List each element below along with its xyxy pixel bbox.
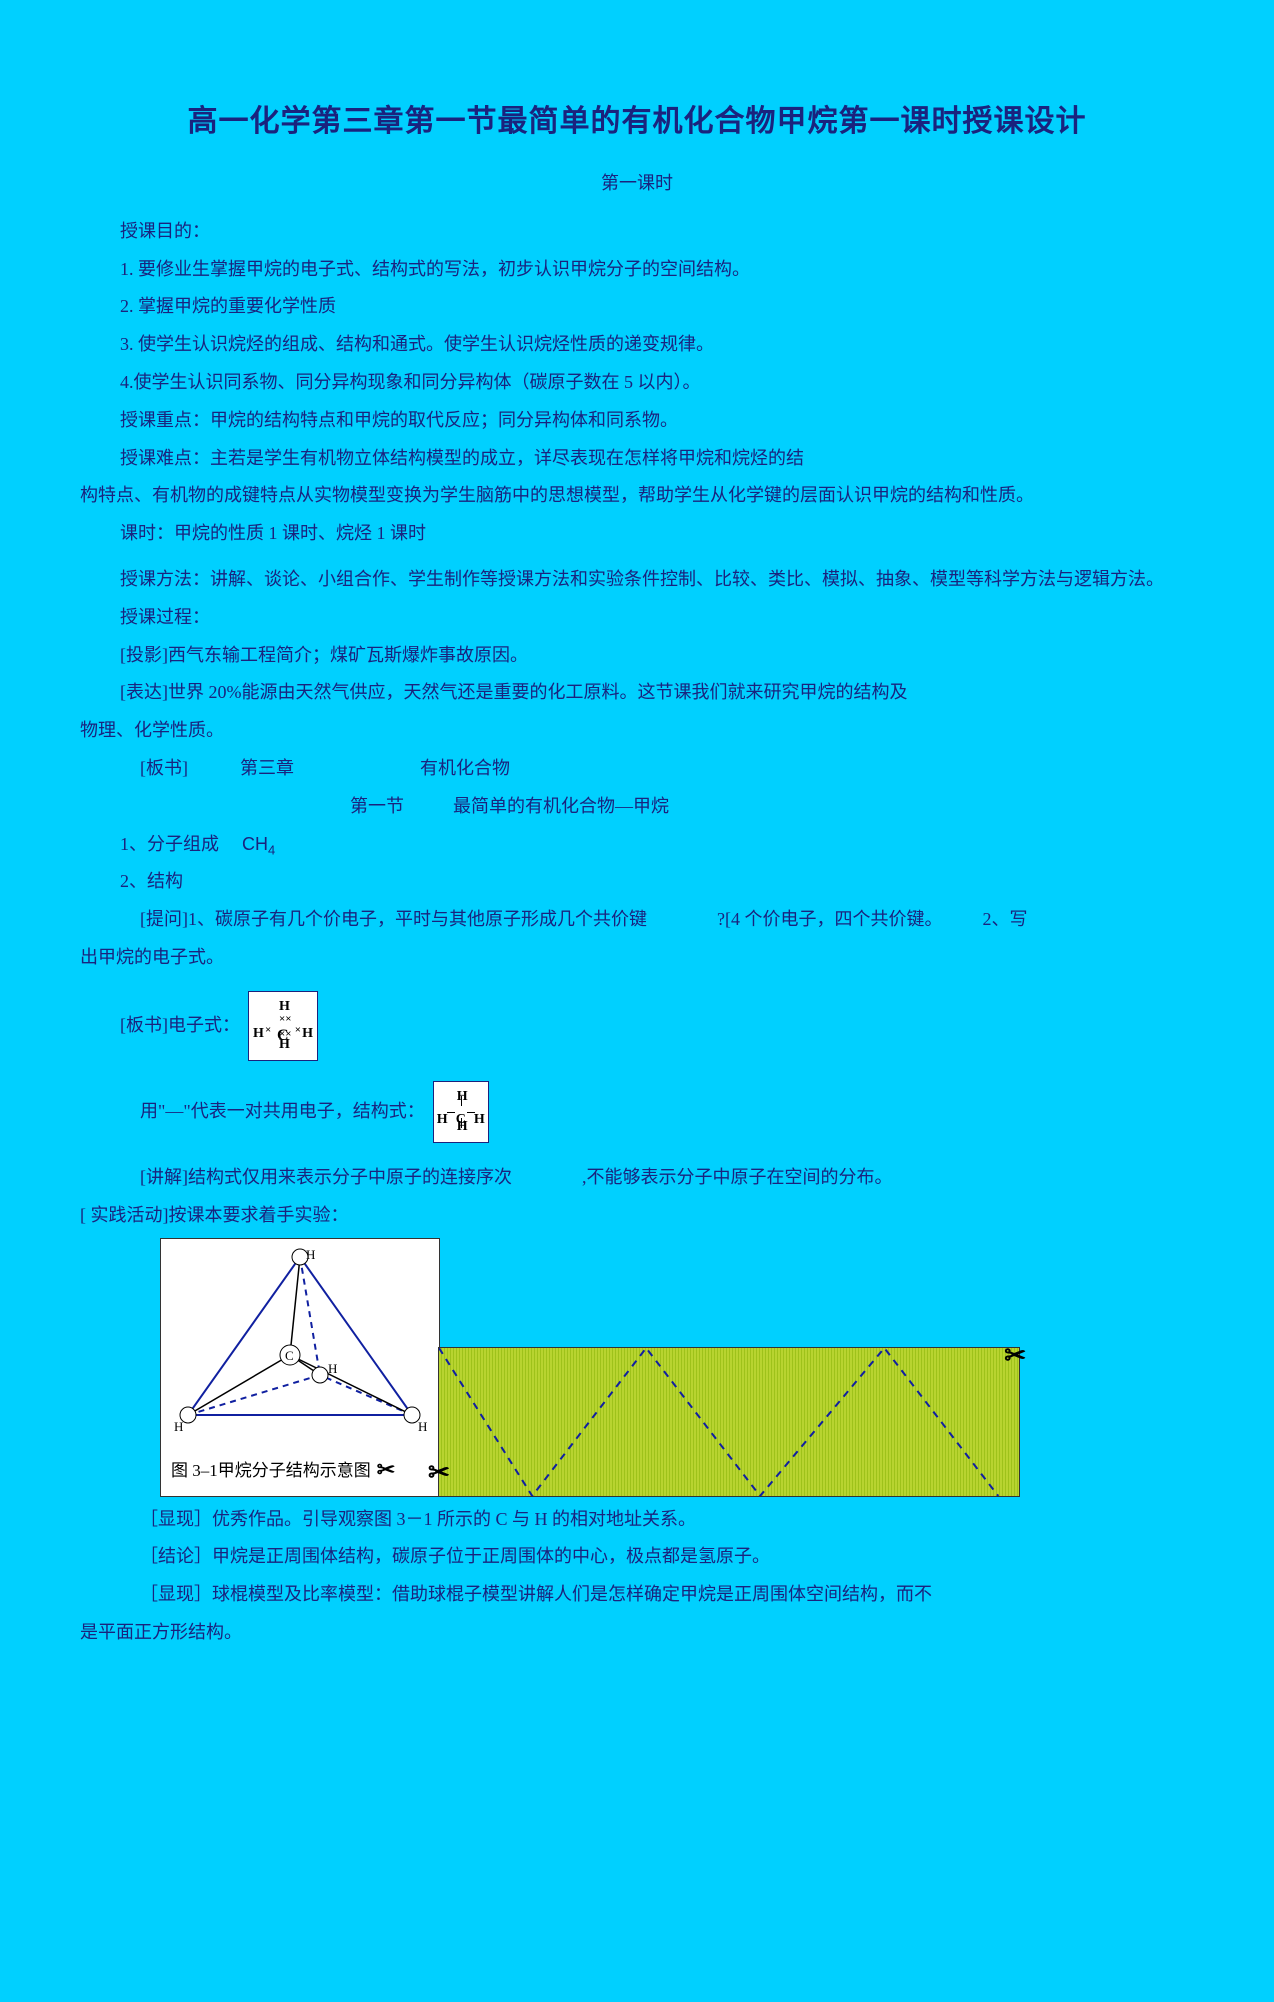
scissors-icon: ✂ <box>1004 1329 1026 1384</box>
struct-row: 用"—"代表一对共用电子，结构式： HHHHC <box>80 1081 1194 1143</box>
tetrahedron-icon: C H H H H <box>167 1245 433 1445</box>
board-section-row: 第一节 最简单的有机化合物—甲烷 <box>80 788 1194 826</box>
struct-intro: 用"—"代表一对共用电子，结构式： <box>140 1093 425 1131</box>
lewis-label: [板书]电子式： <box>120 1007 240 1045</box>
board-section: 第一节 <box>350 796 404 816</box>
page-title: 高一化学第三章第一节最简单的有机化合物甲烷第一课时授课设计 <box>80 90 1194 153</box>
fold-lines-icon <box>439 1348 1019 1496</box>
conclusion: ［结论］甲烷是正周围体结构，碳原子位于正周围体的中心，极点都是氢原子。 <box>80 1538 1194 1576</box>
document-page: 高一化学第三章第一节最简单的有机化合物甲烷第一课时授课设计 第一课时 授课目的：… <box>0 0 1274 2002</box>
point-1-label: 1、分子组成 <box>120 834 219 854</box>
explain-row: [讲解]结构式仅用来表示分子中原子的连接序次 ,不能够表示分子中原子在空间的分布… <box>80 1159 1194 1197</box>
scissors-icon: ✂ <box>428 1446 450 1501</box>
question-cont: 出甲烷的电子式。 <box>80 939 1194 977</box>
lewis-structure-icon: HHHH C ×××××× <box>248 991 318 1061</box>
show-1: ［显现］优秀作品。引导观察图 3－1 所示的 C 与 H 的相对地址关系。 <box>80 1501 1194 1539</box>
tetrahedron-diagram: C H H H H 图 3–1甲烷分子结构示意图 ✂ <box>160 1238 440 1496</box>
objectives-heading: 授课目的： <box>80 213 1194 251</box>
methods: 授课方法：讲解、谈论、小组合作、学生制作等授课方法和实验条件控制、比较、类比、模… <box>80 561 1194 599</box>
explain-a: [讲解]结构式仅用来表示分子中原子的连接序次 <box>140 1159 512 1197</box>
projection: [投影]西气东输工程简介；煤矿瓦斯爆炸事故原因。 <box>80 637 1194 675</box>
lewis-row: [板书]电子式： HHHH C ×××××× <box>80 991 1194 1061</box>
objective-item: 4.使学生认识同系物、同分异构现象和同分异构体（碳原子数在 5 以内）。 <box>80 364 1194 402</box>
show-2b: 是平面正方形结构。 <box>80 1614 1194 1652</box>
express-cont: 物理、化学性质。 <box>80 712 1194 750</box>
question-tail: 2、写 <box>982 901 1027 939</box>
question-line: [提问]1、碳原子有几个价电子，平时与其他原子形成几个共价键 ?[4 个价电子，… <box>80 901 1194 939</box>
question-prefix: [提问]1、碳原子有几个价电子，平时与其他原子形成几个共价键 <box>140 901 647 939</box>
svg-text:C: C <box>285 1348 294 1363</box>
process-heading: 授课过程： <box>80 599 1194 637</box>
svg-text:H: H <box>418 1419 427 1434</box>
svg-text:H: H <box>306 1247 315 1262</box>
structural-formula-icon: HHHHC <box>433 1081 489 1143</box>
point-1: 1、分子组成 CH4 <box>80 826 1194 864</box>
diagram-caption: 图 3–1甲烷分子结构示意图 <box>171 1453 371 1489</box>
periods: 课时：甲烷的性质 1 课时、烷烃 1 课时 <box>80 515 1194 553</box>
express: [表达]世界 20%能源由天然气供应，天然气还是重要的化工原料。这节课我们就来研… <box>80 674 1194 712</box>
keypoint: 授课重点：甲烷的结构特点和甲烷的取代反应；同分异构体和同系物。 <box>80 402 1194 440</box>
question-answer: ?[4 个价电子，四个共价键。 <box>717 901 942 939</box>
scissors-icon: ✂ <box>377 1447 395 1493</box>
board-chapter-title: 有机化合物 <box>420 750 1194 788</box>
fold-strip-diagram: ✂ ✂ <box>438 1347 1020 1497</box>
difficulty-intro: 授课难点：主若是学生有机物立体结构模型的成立，详尽表现在怎样将甲烷和烷烃的结 <box>80 440 1194 478</box>
spacer <box>80 553 1194 561</box>
diagram-row: C H H H H 图 3–1甲烷分子结构示意图 ✂ ✂ ✂ <box>160 1238 1020 1496</box>
practice: [ 实践活动]按课本要求着手实验： <box>80 1197 1194 1235</box>
svg-text:H: H <box>174 1419 183 1434</box>
page-subtitle: 第一课时 <box>80 165 1194 203</box>
objective-item: 3. 使学生认识烷烃的组成、结构和通式。使学生认识烷烃性质的递变规律。 <box>80 326 1194 364</box>
point-1-formula: CH <box>242 834 268 854</box>
board-label: [板书] <box>80 750 240 788</box>
objective-item: 1. 要修业生掌握甲烷的电子式、结构式的写法，初步认识甲烷分子的空间结构。 <box>80 251 1194 289</box>
objective-item: 2. 掌握甲烷的重要化学性质 <box>80 288 1194 326</box>
explain-b: ,不能够表示分子中原子在空间的分布。 <box>582 1159 893 1197</box>
board-section-title: 最简单的有机化合物—甲烷 <box>453 796 669 816</box>
show-2a: ［显现］球棍模型及比率模型：借助球棍子模型讲解人们是怎样确定甲烷是正周围体空间结… <box>80 1576 1194 1614</box>
board-chapter-row: [板书] 第三章 有机化合物 <box>80 750 1194 788</box>
difficulty-cont: 构特点、有机物的成键特点从实物模型变换为学生脑筋中的思想模型，帮助学生从化学键的… <box>80 477 1194 515</box>
board-chapter: 第三章 <box>240 750 420 788</box>
point-2: 2、结构 <box>80 863 1194 901</box>
svg-text:H: H <box>328 1361 337 1376</box>
point-1-sub: 4 <box>268 842 275 857</box>
